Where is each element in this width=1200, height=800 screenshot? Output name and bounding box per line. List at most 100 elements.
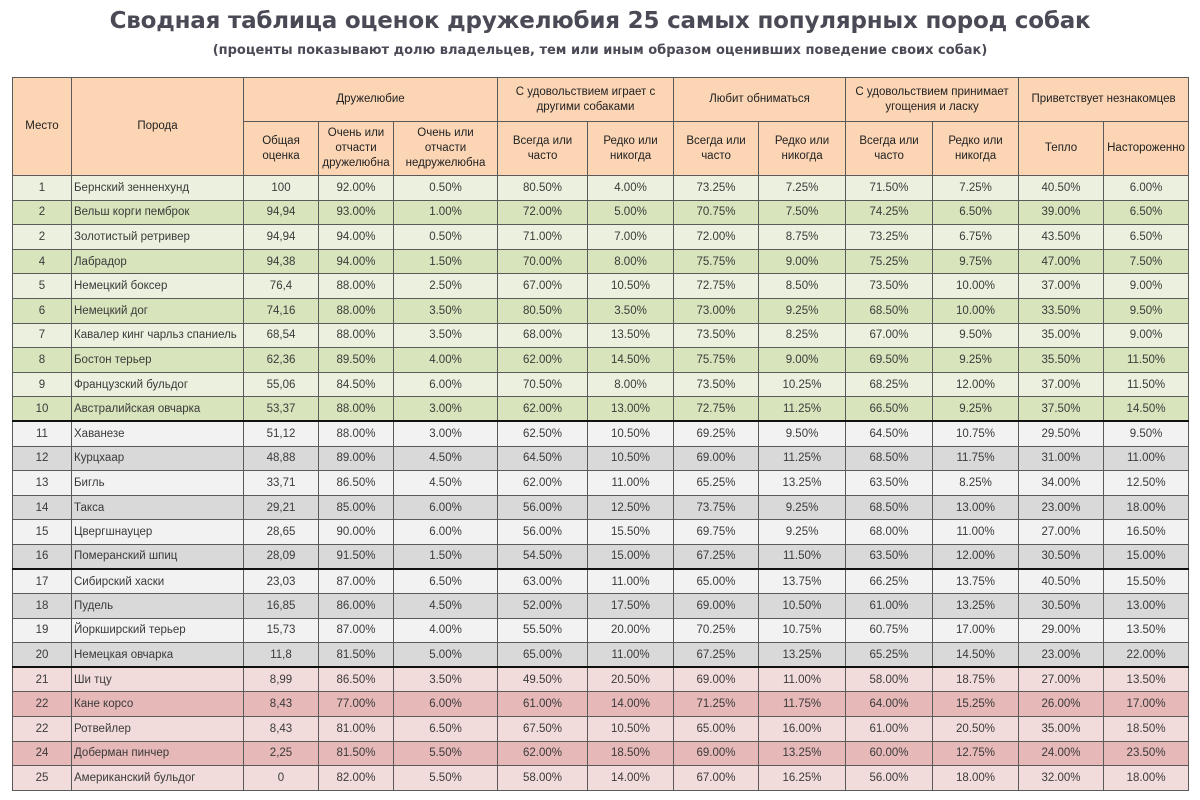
cell-friendly: 87.00% <box>318 617 394 644</box>
cell-cuddle-rarely: 8.75% <box>758 224 847 250</box>
cell-play-rarely: 17.50% <box>587 593 675 619</box>
cell-cuddle-rarely: 11.00% <box>758 666 847 693</box>
cell-greet-wary: 13.50% <box>1103 617 1190 644</box>
cell-score: 76,4 <box>243 273 319 299</box>
cell-rank: 22 <box>12 716 72 742</box>
cell-greet-wary: 6.00% <box>1103 175 1190 201</box>
cell-treats-rarely: 12.75% <box>932 740 1020 767</box>
cell-unfriendly: 6.00% <box>392 519 499 545</box>
table-row: 4 Лабрадор 94,38 94.00% 1.50% 70.00% 8.00% 75.7… <box>12 248 1190 275</box>
cell-greet-wary: 6.50% <box>1103 224 1190 250</box>
cell-greet-warm: 47.00% <box>1018 248 1105 275</box>
cell-treats-rarely: 13.25% <box>932 593 1020 619</box>
cell-play-often: 70.00% <box>497 248 589 275</box>
cell-unfriendly: 5.00% <box>392 642 499 668</box>
cell-treats-often: 69.50% <box>845 347 934 373</box>
cell-greet-warm: 40.50% <box>1018 568 1105 595</box>
cell-cuddle-rarely: 11.50% <box>758 543 847 570</box>
cell-play-rarely: 3.50% <box>587 297 675 324</box>
cell-score: 94,94 <box>243 199 319 226</box>
cell-play-often: 67.00% <box>497 273 589 299</box>
cell-unfriendly: 3.50% <box>392 297 499 324</box>
cell-cuddle-often: 67.25% <box>673 642 760 668</box>
cell-rank: 18 <box>12 593 72 619</box>
cell-greet-warm: 29.00% <box>1018 617 1105 644</box>
cell-rank: 13 <box>12 470 72 496</box>
table-row: 5 Немецкий боксер 76,4 88.00% 2.50% 67.00% 10.… <box>12 273 1190 299</box>
cell-cuddle-rarely: 13.75% <box>758 568 847 595</box>
cell-score: 55,06 <box>243 371 319 398</box>
cell-play-rarely: 10.50% <box>587 716 675 742</box>
cell-score: 94,38 <box>243 248 319 275</box>
cell-unfriendly: 6.00% <box>392 691 499 718</box>
cell-treats-rarely: 13.00% <box>932 494 1020 521</box>
cell-greet-wary: 22.00% <box>1103 642 1190 668</box>
cell-treats-often: 67.00% <box>845 322 934 349</box>
table-row: 15 Цвергшнауцер 28,65 90.00% 6.00% 56.00% 15.5… <box>12 519 1190 545</box>
cell-unfriendly: 4.50% <box>392 593 499 619</box>
cell-rank: 14 <box>12 494 72 521</box>
cell-treats-rarely: 7.25% <box>932 175 1020 201</box>
cell-greet-warm: 35.00% <box>1018 322 1105 349</box>
page-title: Сводная таблица оценок дружелюбия 25 сам… <box>109 8 1091 34</box>
cell-treats-rarely: 9.75% <box>932 248 1020 275</box>
cell-treats-often: 68.00% <box>845 519 934 545</box>
cell-treats-rarely: 18.75% <box>932 666 1020 693</box>
cell-treats-rarely: 8.25% <box>932 470 1020 496</box>
cell-score: 2,25 <box>243 740 319 767</box>
table-row: 6 Немецкий дог 74,16 88.00% 3.50% 80.50% 3.50%… <box>12 297 1190 324</box>
cell-greet-wary: 13.50% <box>1103 666 1190 693</box>
cell-breed: Померанский шпиц <box>71 543 244 570</box>
cell-friendly: 88.00% <box>318 273 394 299</box>
cell-greet-warm: 34.00% <box>1018 470 1105 496</box>
cell-treats-rarely: 12.00% <box>932 543 1020 570</box>
cell-rank: 2 <box>12 224 72 250</box>
cell-unfriendly: 3.50% <box>392 666 499 693</box>
cell-play-often: 63.00% <box>497 568 589 595</box>
cell-rank: 1 <box>12 175 72 201</box>
table-row: 9 Французский бульдог 55,06 84.50% 6.00% 70.5… <box>12 371 1190 398</box>
cell-greet-warm: 33.50% <box>1018 297 1105 324</box>
cell-play-often: 67.50% <box>497 716 589 742</box>
table-row: 19 Йоркширский терьер 15,73 87.00% 4.00% 55.5… <box>12 617 1190 644</box>
cell-cuddle-often: 75.75% <box>673 248 760 275</box>
table-row: 21 Ши тцу 8,99 86.50% 3.50% 49.50% 20.50% 69.00… <box>12 666 1190 693</box>
cell-treats-often: 68.25% <box>845 371 934 398</box>
cell-cuddle-rarely: 10.25% <box>758 371 847 398</box>
cell-greet-wary: 7.50% <box>1103 248 1190 275</box>
cell-unfriendly: 4.50% <box>392 445 499 472</box>
cell-friendly: 94.00% <box>318 224 394 250</box>
cell-play-rarely: 11.00% <box>587 470 675 496</box>
cell-greet-warm: 39.00% <box>1018 199 1105 226</box>
cell-greet-warm: 35.50% <box>1018 347 1105 373</box>
cell-treats-often: 75.25% <box>845 248 934 275</box>
cell-unfriendly: 0.50% <box>392 175 499 201</box>
header-group-treats: С удовольствием принимает угощения и лас… <box>845 77 1020 122</box>
cell-friendly: 88.00% <box>318 322 394 349</box>
table-row: 25 Американский бульдог 0 82.00% 5.50% 58.00%… <box>12 765 1190 791</box>
cell-play-often: 62.00% <box>497 347 589 373</box>
cell-friendly: 91.50% <box>318 543 394 570</box>
table-row: 7 Кавалер кинг чарльз спаниель 68,54 88.00%… <box>12 322 1190 349</box>
cell-cuddle-rarely: 9.00% <box>758 347 847 373</box>
cell-friendly: 92.00% <box>318 175 394 201</box>
cell-greet-wary: 15.50% <box>1103 568 1190 595</box>
cell-treats-rarely: 11.75% <box>932 445 1020 472</box>
cell-score: 8,43 <box>243 691 319 718</box>
cell-breed: Хаванезе <box>71 420 244 447</box>
table-row: 14 Такса 29,21 85.00% 6.00% 56.00% 12.50% 73.75… <box>12 494 1190 521</box>
header-greet-wary: Настороженно <box>1103 121 1190 176</box>
cell-breed: Доберман пинчер <box>71 740 244 767</box>
cell-score: 28,09 <box>243 543 319 570</box>
cell-greet-warm: 29.50% <box>1018 420 1105 447</box>
cell-play-rarely: 20.00% <box>587 617 675 644</box>
cell-rank: 25 <box>12 765 72 791</box>
cell-play-rarely: 13.00% <box>587 396 675 422</box>
cell-cuddle-often: 69.75% <box>673 519 760 545</box>
table-body: 1 Бернский зенненхунд 100 92.00% 0.50% 80.50%… <box>12 175 1190 791</box>
cell-treats-rarely: 13.75% <box>932 568 1020 595</box>
cell-cuddle-often: 73.00% <box>673 297 760 324</box>
cell-treats-rarely: 6.50% <box>932 199 1020 226</box>
cell-play-rarely: 12.50% <box>587 494 675 521</box>
cell-greet-wary: 15.00% <box>1103 543 1190 570</box>
